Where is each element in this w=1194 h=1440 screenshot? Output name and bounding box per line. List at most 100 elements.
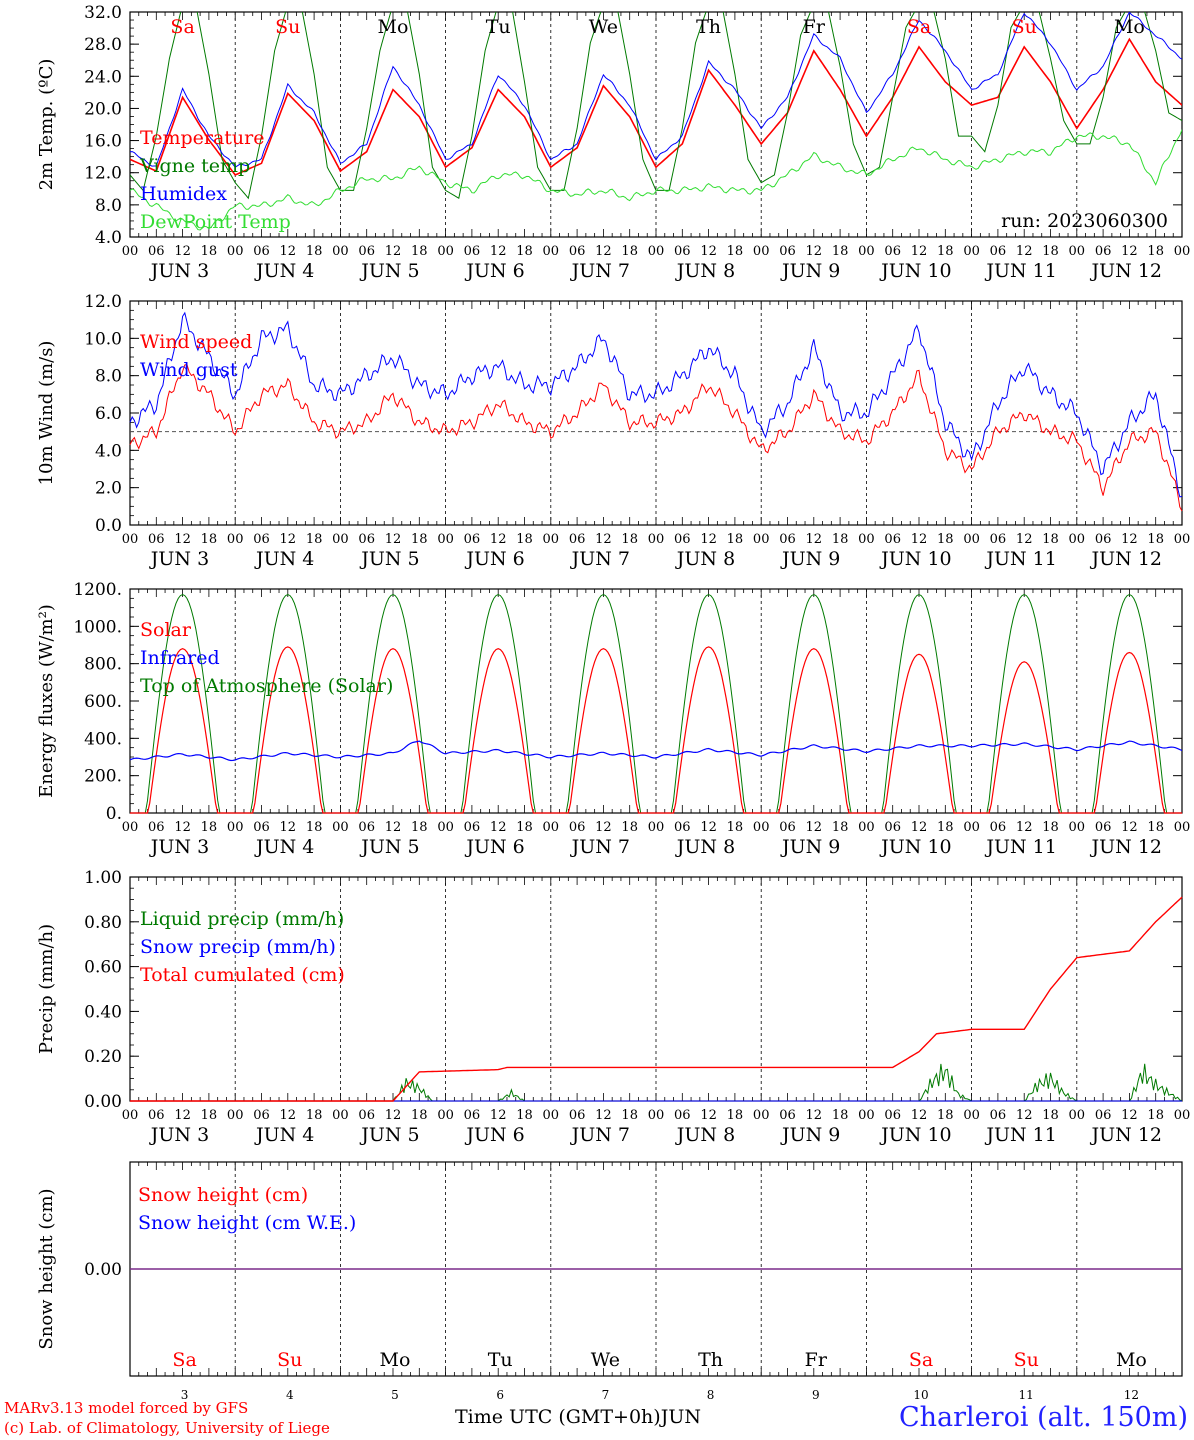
hour-tick-label: 06 <box>990 532 1007 547</box>
hour-tick-label: 00 <box>227 244 244 259</box>
hour-tick-label: 12 <box>595 820 612 835</box>
hour-tick-label: 18 <box>306 244 323 259</box>
hour-tick-label: 00 <box>122 820 139 835</box>
day-label: JUN 12 <box>1090 836 1162 858</box>
legend-wind-speed: Wind speed <box>140 331 252 353</box>
hour-tick-label: 12 <box>280 532 297 547</box>
weekday-label: Sa <box>907 16 931 38</box>
hour-tick-label: 18 <box>516 1108 533 1123</box>
hour-tick-label: 06 <box>779 820 796 835</box>
y-tick-label: 8.0 <box>95 196 122 216</box>
y-tick-label: 0.00 <box>84 1260 122 1280</box>
hour-tick-label: 18 <box>201 532 218 547</box>
hour-tick-label: 12 <box>806 532 823 547</box>
series-line-total-cumulated-cm- <box>130 896 1183 1102</box>
hour-tick-label: 18 <box>201 1108 218 1123</box>
day-label: JUN 7 <box>570 1124 630 1146</box>
hour-tick-label: 00 <box>543 820 560 835</box>
hour-tick-label: 06 <box>253 532 270 547</box>
y-tick-label: 16.0 <box>84 132 122 152</box>
day-label: JUN 5 <box>359 836 419 858</box>
weekday-label: Su <box>1012 16 1037 38</box>
hour-tick-label: 12 <box>806 820 823 835</box>
y-tick-label: 1000. <box>73 617 122 637</box>
hour-tick-label: 06 <box>569 1108 586 1123</box>
hour-tick-label: 06 <box>674 532 691 547</box>
y-tick-label: 0. <box>106 804 122 824</box>
hour-tick-label: 00 <box>648 244 665 259</box>
hour-tick-label: 06 <box>358 244 375 259</box>
series-line-humidex <box>130 12 1182 168</box>
hour-tick-label: 12 <box>385 532 402 547</box>
y-tick-label: 0.60 <box>84 958 122 978</box>
hour-tick-label: 00 <box>227 820 244 835</box>
weekday-label: Su <box>1014 1349 1039 1371</box>
day-label: JUN 6 <box>464 548 524 570</box>
hour-tick-label: 12 <box>385 1108 402 1123</box>
legend-vigne-temp: Vigne temp <box>139 155 250 177</box>
day-number-label: 5 <box>391 1388 399 1402</box>
day-number-label: 9 <box>812 1388 820 1402</box>
hour-tick-label: 18 <box>621 532 638 547</box>
y-tick-label: 12.0 <box>84 164 122 184</box>
hour-tick-label: 06 <box>674 1108 691 1123</box>
hour-tick-label: 12 <box>385 820 402 835</box>
hour-tick-label: 00 <box>227 532 244 547</box>
hour-tick-label: 00 <box>1069 1108 1086 1123</box>
weekday-label: Fr <box>805 1349 828 1371</box>
y-tick-label: 0.40 <box>84 1002 122 1022</box>
weekday-label: Mo <box>380 1349 411 1371</box>
hour-tick-label: 18 <box>516 244 533 259</box>
hour-tick-label: 06 <box>569 244 586 259</box>
hour-tick-label: 18 <box>832 820 849 835</box>
hour-tick-label: 00 <box>1174 532 1191 547</box>
day-label: JUN 7 <box>570 260 630 282</box>
hour-tick-label: 00 <box>1069 820 1086 835</box>
hour-tick-label: 18 <box>411 1108 428 1123</box>
hour-tick-label: 06 <box>1095 1108 1112 1123</box>
hour-tick-label: 06 <box>148 244 165 259</box>
hour-tick-label: 12 <box>911 1108 928 1123</box>
hour-tick-label: 12 <box>700 820 717 835</box>
day-label: JUN 3 <box>149 836 209 858</box>
hour-tick-label: 06 <box>674 244 691 259</box>
day-label: JUN 8 <box>675 548 735 570</box>
hour-tick-label: 18 <box>516 532 533 547</box>
hour-tick-label: 12 <box>385 244 402 259</box>
series-line-wind-gust <box>129 311 1183 498</box>
hour-tick-label: 00 <box>437 820 454 835</box>
hour-tick-label: 06 <box>1095 820 1112 835</box>
hour-tick-label: 06 <box>464 532 481 547</box>
hour-tick-label: 18 <box>937 532 954 547</box>
hour-tick-label: 00 <box>648 1108 665 1123</box>
day-number-label: 8 <box>707 1388 715 1402</box>
hour-tick-label: 12 <box>1121 532 1138 547</box>
day-label: JUN 8 <box>675 1124 735 1146</box>
panel-3: 0. 200. 400. 600. 800. 1000. 1200. Energy fluxe… <box>36 580 1190 858</box>
run-label: run: 2023060300 <box>1001 210 1168 232</box>
y-tick-label: 28.0 <box>84 35 122 55</box>
legend-top-of-atmosphere-solar-: Top of Atmosphere (Solar) <box>140 675 393 697</box>
hour-tick-label: 00 <box>753 1108 770 1123</box>
y-axis-label: 10m Wind (m/s) <box>36 341 57 486</box>
panel-4: 0.00 0.20 0.40 0.60 0.80 1.00 Precip (mm/h) 00 0… <box>36 868 1190 1146</box>
day-label: JUN 7 <box>570 548 630 570</box>
hour-tick-label: 12 <box>174 820 191 835</box>
day-number-label: 6 <box>496 1388 504 1402</box>
hour-tick-label: 12 <box>1016 1108 1033 1123</box>
hour-tick-label: 18 <box>1147 244 1164 259</box>
hour-tick-label: 06 <box>1095 532 1112 547</box>
hour-tick-label: 00 <box>858 820 875 835</box>
hour-tick-label: 00 <box>437 1108 454 1123</box>
hour-tick-label: 18 <box>306 532 323 547</box>
hour-tick-label: 00 <box>858 244 875 259</box>
hour-tick-label: 00 <box>543 244 560 259</box>
hour-tick-label: 00 <box>1069 532 1086 547</box>
legend-wind-gust: Wind gust <box>140 359 238 381</box>
hour-tick-label: 18 <box>621 244 638 259</box>
hour-tick-label: 12 <box>280 1108 297 1123</box>
legend-snow-height-cm-w-e-: Snow height (cm W.E.) <box>138 1212 356 1234</box>
y-tick-label: 4.0 <box>95 228 122 248</box>
day-label: JUN 11 <box>984 836 1056 858</box>
weekday-label: Tu <box>486 16 511 38</box>
